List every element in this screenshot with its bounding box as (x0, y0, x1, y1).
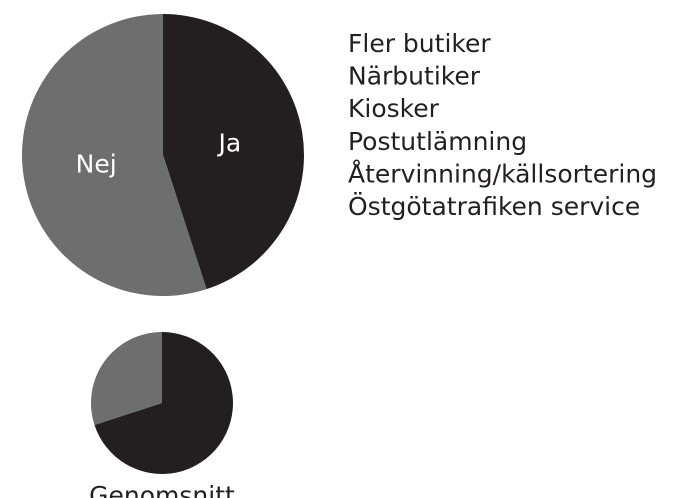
pie-slice (91, 332, 162, 425)
list-item: Östgötatrafiken service (348, 192, 640, 221)
pie-slice (22, 14, 207, 296)
pie-slice (163, 14, 304, 290)
list-item: Postutlämning (348, 127, 527, 156)
pie-title: Genomsnitt (89, 481, 235, 498)
slice-label: Ja (216, 128, 241, 157)
list-item: Närbutiker (348, 62, 481, 91)
pie-slice (94, 332, 233, 474)
list-item: Fler butiker (348, 29, 491, 58)
list-item: Kiosker (348, 94, 440, 123)
slice-label: Nej (76, 150, 117, 179)
list-item: Återvinning/källsortering (348, 159, 657, 188)
